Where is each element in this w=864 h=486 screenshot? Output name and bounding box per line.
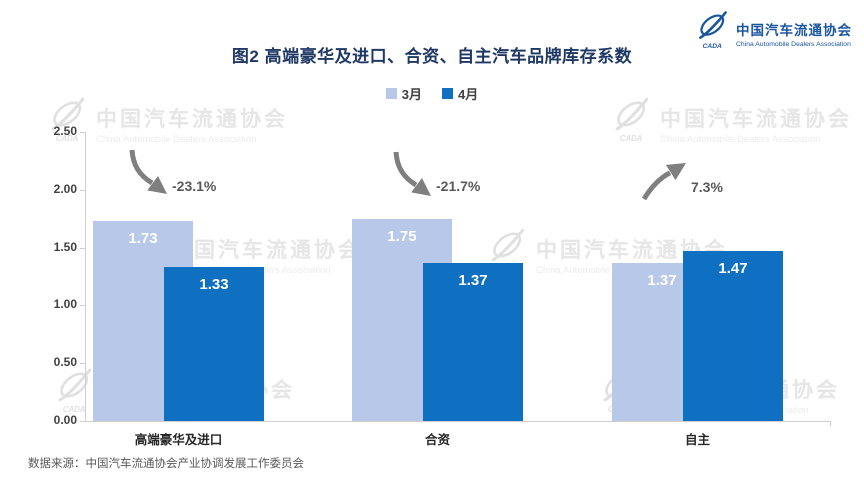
- watermark-text-cn: 中国汽车流通协会: [170, 238, 362, 262]
- bar-april: [683, 251, 783, 421]
- logo-name-en: China Automobile Dealers Association: [736, 41, 851, 48]
- trend-arrow-down-icon: [125, 147, 169, 202]
- chart-title: 图2 高端豪华及进口、合资、自主汽车品牌库存系数: [231, 47, 633, 66]
- bar-april: [164, 267, 264, 421]
- bar-value-label-april: 1.47: [718, 260, 748, 277]
- bar-value-label-march: 1.73: [128, 230, 158, 247]
- bar-april: [423, 263, 523, 421]
- trend-arrow-up-icon: [640, 157, 688, 206]
- legend-label-march: 3月: [401, 87, 422, 102]
- y-tick-label: 1.00: [53, 297, 77, 311]
- bar-value-label-april: 1.37: [458, 272, 488, 289]
- svg-text:CADA: CADA: [703, 43, 722, 50]
- legend-item-april: 4月: [442, 84, 478, 103]
- cada-header-logo: CADA 中国汽车流通协会 China Automobile Dealers A…: [696, 10, 852, 57]
- y-tick-mark: [80, 421, 85, 422]
- watermark: CADA 中国汽车流通协会 China Automobile Dealers A…: [612, 95, 852, 152]
- watermark-text-en: China Automobile Dealers Association: [96, 133, 257, 145]
- y-tick-label: 2.50: [53, 124, 77, 138]
- x-axis-line: [85, 421, 830, 422]
- watermark: CADA 中国汽车流通协会 China Automobile Dealers A…: [48, 95, 288, 152]
- y-tick-label: 0.50: [53, 355, 77, 369]
- category-label: 合资: [424, 433, 450, 447]
- category-label: 自主: [684, 433, 710, 447]
- bar-value-label-march: 1.37: [647, 272, 677, 289]
- y-axis-line: [85, 132, 86, 421]
- watermark-emblem-icon: CADA: [612, 95, 652, 152]
- bar-value-label-april: 1.33: [199, 276, 229, 293]
- chart-legend: 3月 4月: [0, 84, 864, 103]
- watermark-text-cn: 中国汽车流通协会: [660, 107, 852, 131]
- change-percent-label: 7.3%: [691, 179, 723, 195]
- cada-emblem-icon: CADA: [696, 10, 730, 57]
- y-tick-label: 0.00: [53, 413, 77, 427]
- watermark-text-en: China Automobile Dealers Association: [660, 133, 821, 145]
- y-tick-mark: [80, 363, 85, 364]
- bar-value-label-march: 1.75: [387, 228, 417, 245]
- legend-label-april: 4月: [458, 87, 479, 102]
- change-percent-label: -21.7%: [436, 178, 481, 194]
- legend-swatch-april: [442, 88, 453, 99]
- watermark-text-cn: 中国汽车流通协会: [96, 107, 288, 131]
- trend-arrow-down-icon: [389, 149, 433, 204]
- data-source-note: 数据来源：中国汽车流通协会产业协调发展工作委员会: [28, 458, 304, 470]
- svg-text:CADA: CADA: [620, 134, 643, 143]
- y-tick-label: 2.00: [53, 182, 77, 196]
- logo-name-cn: 中国汽车流通协会: [736, 23, 852, 38]
- legend-item-march: 3月: [385, 84, 422, 103]
- x-axis-end-tick: [830, 421, 831, 426]
- change-percent-label: -23.1%: [172, 178, 217, 194]
- legend-swatch-march: [385, 88, 397, 99]
- y-tick-mark: [80, 305, 85, 306]
- y-tick-label: 1.50: [53, 240, 77, 254]
- y-tick-mark: [80, 132, 85, 133]
- y-tick-mark: [80, 248, 85, 249]
- category-label: 高端豪华及进口: [134, 433, 223, 447]
- y-tick-mark: [80, 190, 85, 191]
